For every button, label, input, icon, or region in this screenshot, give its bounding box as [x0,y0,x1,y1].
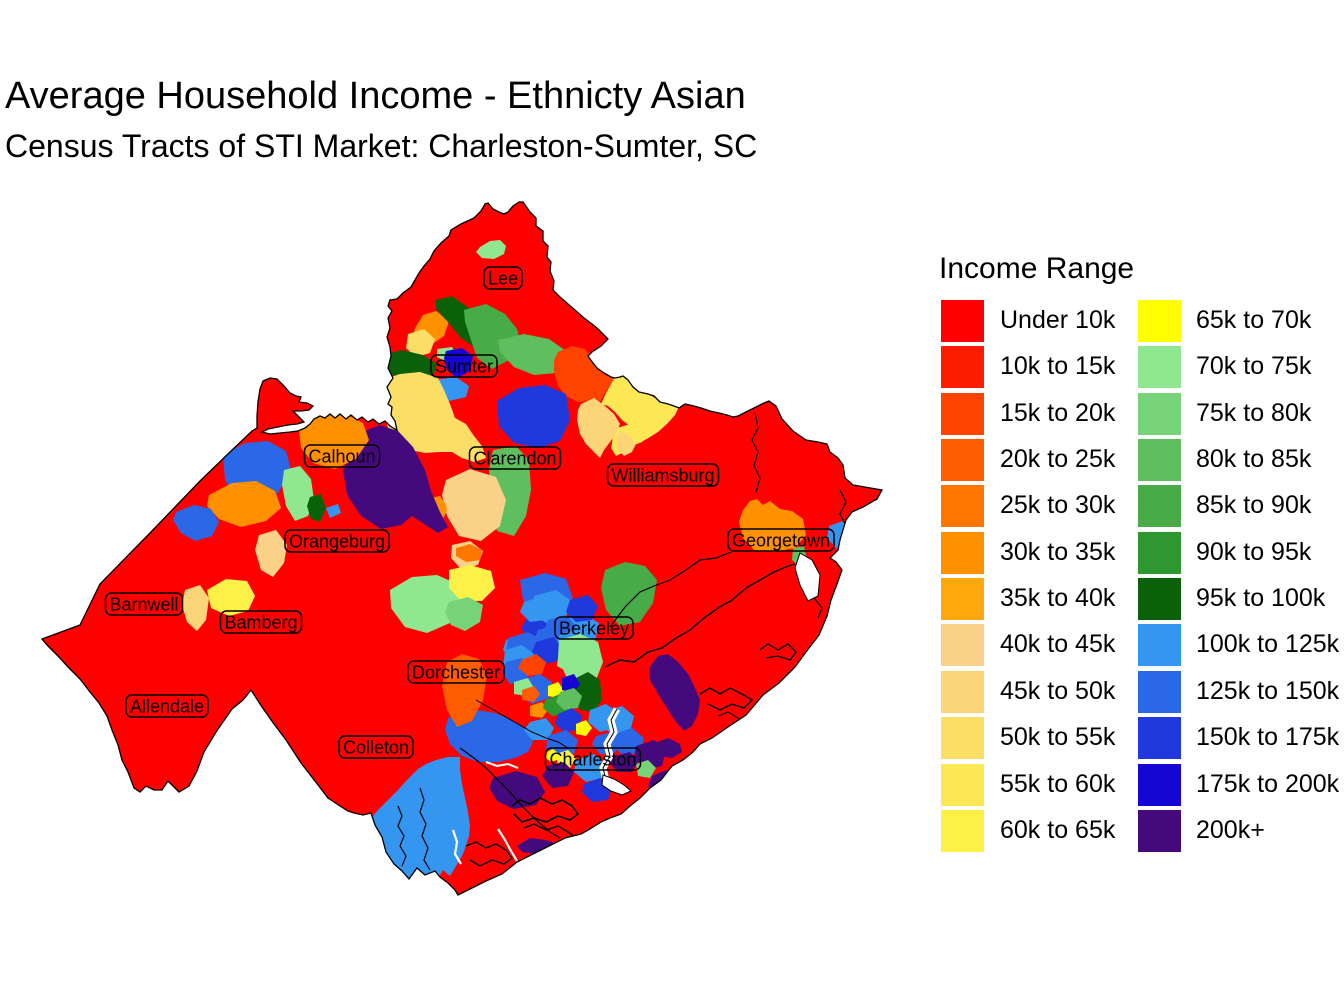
svg-text:Orangeburg: Orangeburg [289,531,385,551]
svg-text:Sumter: Sumter [435,356,493,376]
svg-text:Clarendon: Clarendon [473,448,556,468]
svg-text:Williamsburg: Williamsburg [611,465,714,485]
svg-text:Barnwell: Barnwell [109,594,178,614]
svg-text:Berkeley: Berkeley [559,618,629,638]
svg-text:Charleston: Charleston [549,749,636,769]
svg-text:Bamberg: Bamberg [224,612,297,632]
svg-text:Georgetown: Georgetown [732,530,830,550]
svg-text:Calhoun: Calhoun [308,446,375,466]
svg-text:Allendale: Allendale [130,696,204,716]
svg-text:Dorchester: Dorchester [412,662,500,682]
svg-text:Lee: Lee [488,268,518,288]
svg-text:Colleton: Colleton [343,737,409,757]
